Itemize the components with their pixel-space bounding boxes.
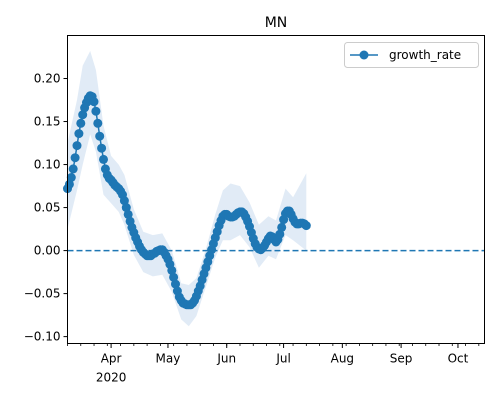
- plot-frame: [67, 35, 485, 344]
- plot-area: [63, 51, 485, 327]
- legend-box: [344, 42, 479, 68]
- x-tick-label: May: [156, 352, 181, 366]
- series-markers: [63, 91, 311, 310]
- y-tick-label: 0.15: [34, 115, 61, 129]
- y-tick-label: −0.10: [24, 330, 61, 344]
- data-point: [123, 209, 133, 219]
- data-point: [95, 131, 105, 141]
- x-tick-label: Apr: [101, 352, 122, 366]
- data-point: [171, 279, 180, 289]
- data-point: [119, 196, 129, 206]
- data-point: [91, 106, 101, 116]
- x-tick-label: Jul: [275, 352, 290, 366]
- y-tick-label: 0.20: [34, 72, 61, 86]
- legend-label: growth_rate: [389, 48, 461, 62]
- data-point: [99, 154, 108, 164]
- x-tick-label: Jun: [216, 352, 236, 366]
- confidence-band-area: [67, 51, 307, 327]
- x-tick-label: Aug: [331, 352, 354, 366]
- data-point: [121, 203, 131, 213]
- x-axis: Apr 2020 May Jun Jul Aug Sep Oct: [67, 343, 480, 385]
- y-tick-label: −0.05: [24, 287, 61, 301]
- data-point: [169, 272, 179, 282]
- data-point: [74, 129, 84, 139]
- data-point: [277, 222, 287, 232]
- data-point: [167, 265, 177, 275]
- y-tick-label: 0.10: [34, 158, 61, 172]
- data-point: [72, 141, 82, 151]
- legend: growth_rate: [344, 42, 479, 68]
- chart-title: MN: [265, 15, 288, 31]
- data-point: [68, 164, 78, 174]
- x-tick-year-label: 2020: [96, 371, 127, 385]
- y-tick-label: 0.00: [34, 244, 61, 258]
- data-point: [93, 118, 103, 128]
- data-point: [275, 229, 285, 239]
- y-axis: −0.10 −0.05 0.00 0.05 0.10 0.15 0.20: [24, 72, 68, 344]
- data-point: [97, 143, 107, 153]
- x-tick-label: Sep: [390, 352, 413, 366]
- data-point: [301, 221, 311, 231]
- data-point: [66, 173, 76, 182]
- data-point: [76, 118, 86, 128]
- x-tick-label: Oct: [448, 352, 469, 366]
- confidence-band: [67, 51, 307, 327]
- legend-marker-swatch: [359, 50, 369, 60]
- data-point: [70, 153, 80, 163]
- data-point: [89, 97, 99, 107]
- data-point: [78, 110, 88, 120]
- y-tick-label: 0.05: [34, 201, 61, 215]
